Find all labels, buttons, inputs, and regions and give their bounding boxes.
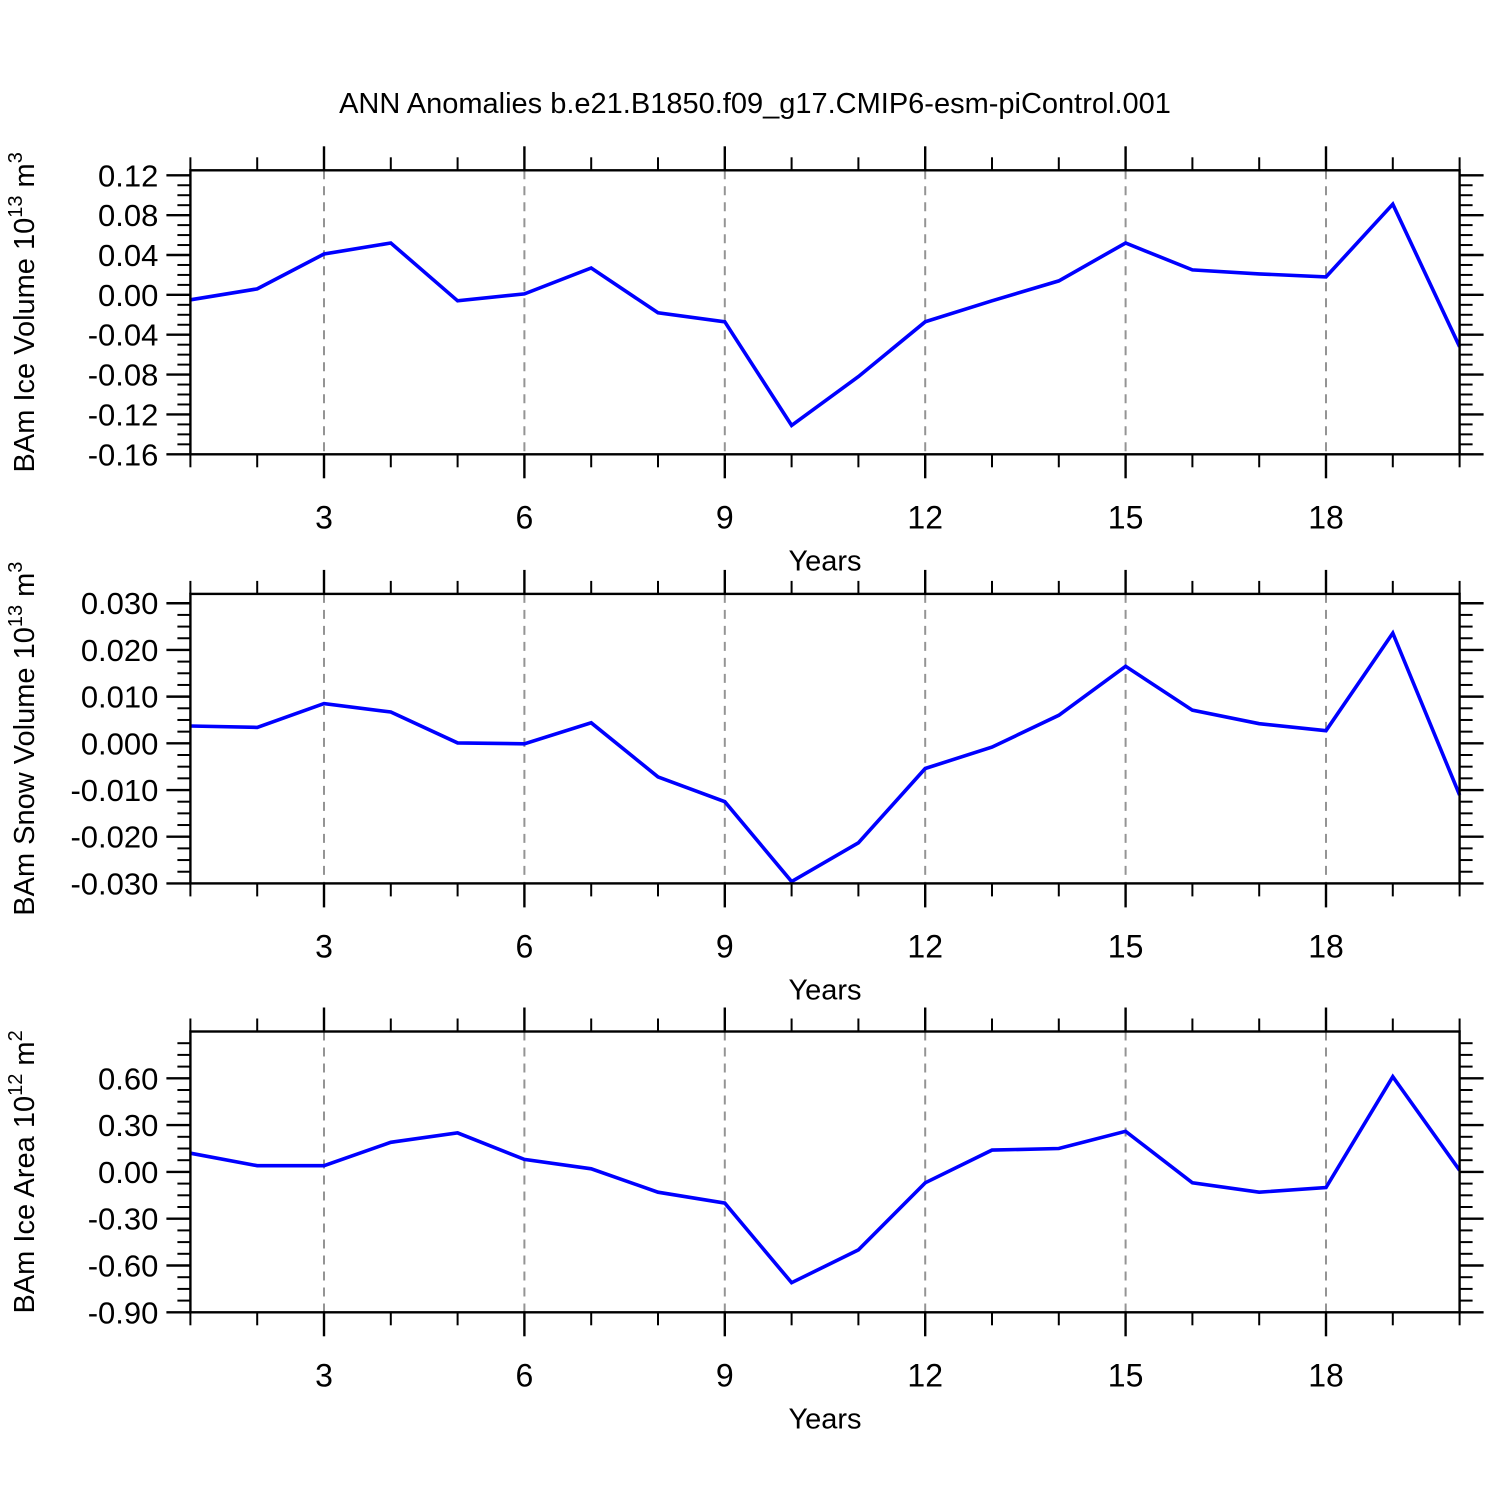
x-tick-label: 18 [1308,1357,1344,1393]
x-tick-label: 9 [716,928,734,964]
x-tick-label: 15 [1108,499,1144,535]
y-axis-title-unit-exponent: 2 [5,1030,27,1041]
chart-title: ANN Anomalies b.e21.B1850.f09_g17.CMIP6-… [339,88,1171,120]
ice-area-series-line [190,1073,1462,1285]
y-tick-label: 0.030 [81,586,159,621]
x-tick-label: 12 [907,928,943,964]
y-axis-title-exponent: 13 [5,605,27,627]
y-tick-label: 0.000 [81,726,159,761]
x-tick-label: 12 [907,1357,943,1393]
x-tick-label: 9 [716,1357,734,1393]
y-tick-label: -0.020 [70,820,158,855]
x-tick-label: 6 [516,928,534,964]
y-axis-title-unit: m [9,573,41,605]
y-tick-label: 0.04 [98,238,158,273]
x-tick-label: 6 [516,499,534,535]
x-tick-label: 15 [1108,928,1144,964]
y-tick-label: 0.020 [81,633,159,668]
y-tick-label: 0.60 [98,1061,158,1096]
y-tick-label: 0.00 [98,278,158,313]
snow-volume-series-line [190,629,1462,884]
y-tick-label: -0.30 [88,1202,159,1237]
y-axis-title-exponent: 12 [5,1074,27,1096]
x-tick-label: 12 [907,499,943,535]
y-axis-title-base: BAm Snow Volume 10 [9,627,41,916]
x-tick-label: 15 [1108,1357,1144,1393]
y-axis-title-base: BAm Ice Volume 10 [9,218,41,473]
y-axis-title-unit: m [9,1041,41,1073]
y-tick-label: -0.010 [70,773,158,808]
y-tick-label: 0.08 [98,198,158,233]
x-tick-label: 3 [315,1357,333,1393]
plot-border [189,592,1461,885]
y-tick-label: 0.010 [81,680,159,715]
y-tick-label: -0.60 [88,1249,159,1284]
snow-volume-chart: 0.030 0.020 0.010 0.000 -0.010 -0.020 -0.030 3 6… [5,562,1484,1006]
charts-root: 0.12 0.08 0.04 0.00 -0.04 -0.08 -0.12 -0.16 3 6 9 1… [5,146,1484,1435]
plot-border [189,169,1461,456]
x-tick-label: 18 [1308,499,1344,535]
y-tick-label: 0.12 [98,158,158,193]
y-axis-title: BAm Ice Volume 1013 m3 [5,152,41,472]
y-axis-title-unit-exponent: 3 [5,152,27,163]
x-axis-title: Years [788,974,861,1006]
x-axis-title: Years [788,545,861,577]
ice-volume-series-line [190,201,1462,428]
y-axis-title-unit: m [9,163,41,195]
y-tick-label: -0.16 [88,437,159,472]
x-tick-label: 3 [315,928,333,964]
y-tick-label: 0.30 [98,1108,158,1143]
ice-area-chart: 0.60 0.30 0.00 -0.30 -0.60 -0.90 3 6 9 12 15 18 Year… [5,1007,1484,1435]
y-tick-label: -0.08 [88,358,159,393]
y-axis-title-unit-exponent: 3 [5,562,27,573]
y-axis-title-exponent: 13 [5,196,27,218]
y-tick-label: 0.00 [98,1155,158,1190]
y-axis-title-base: BAm Ice Area 10 [9,1096,41,1314]
x-tick-label: 18 [1308,928,1344,964]
x-axis-title: Years [788,1403,861,1435]
x-tick-label: 9 [716,499,734,535]
x-tick-label: 6 [516,1357,534,1393]
y-tick-label: -0.12 [88,397,159,432]
ice-volume-chart: 0.12 0.08 0.04 0.00 -0.04 -0.08 -0.12 -0.16 3 6 9 1… [5,146,1484,577]
y-tick-label: -0.90 [88,1295,159,1330]
y-tick-label: -0.04 [88,318,159,353]
y-tick-label: -0.030 [70,866,158,901]
y-axis-title: BAm Snow Volume 1013 m3 [5,562,41,916]
x-tick-label: 3 [315,499,333,535]
plot-border [189,1030,1461,1314]
y-axis-title: BAm Ice Area 1012 m2 [5,1030,41,1313]
